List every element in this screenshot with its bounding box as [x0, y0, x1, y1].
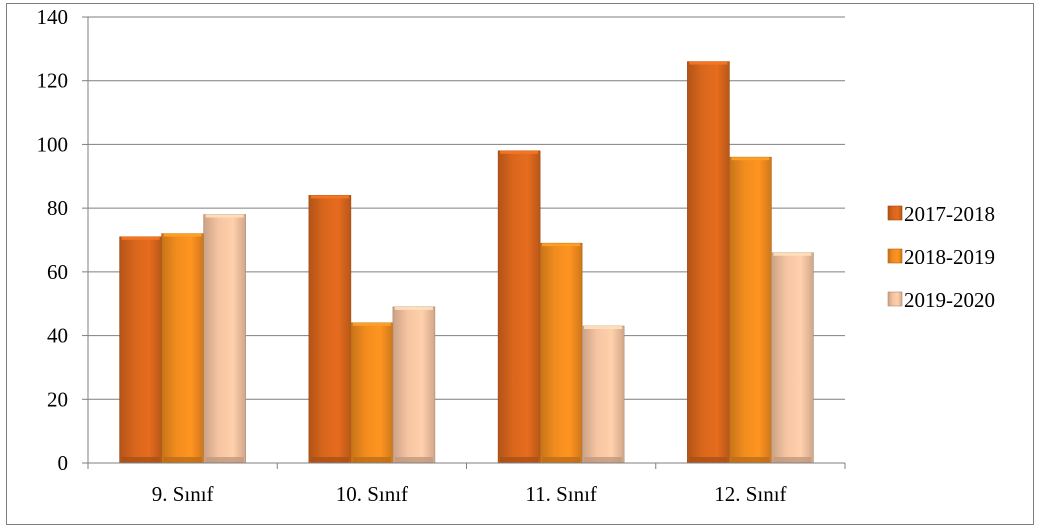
y-tick-label: 0 [58, 451, 69, 475]
bar [161, 233, 204, 464]
legend-label: 2018-2019 [904, 245, 995, 269]
bar [687, 61, 730, 464]
legend-swatch [887, 291, 903, 307]
x-tick-label: 11. Sınıf [525, 482, 597, 506]
bar [729, 156, 772, 464]
y-tick-label: 140 [37, 5, 69, 29]
y-tick-label: 40 [47, 324, 68, 348]
bar [350, 322, 394, 464]
y-tick-label: 120 [37, 69, 69, 93]
x-tick-label: 10. Sınıf [336, 482, 408, 506]
legend-swatch [887, 205, 903, 221]
bar [203, 214, 246, 464]
bar [581, 325, 625, 464]
legend-label: 2019-2020 [904, 288, 995, 312]
bar [497, 150, 541, 464]
bar [308, 195, 352, 464]
bar [119, 236, 162, 464]
legend: 2017-2018 2018-2019 2019-2020 [887, 202, 995, 312]
x-axis: 9. Sınıf 10. Sınıf 11. Sınıf 12. Sınıf [87, 462, 846, 506]
bars [119, 61, 814, 464]
y-tick-label: 20 [47, 387, 68, 411]
legend-swatch [887, 248, 903, 264]
y-axis: 0 20 40 60 80 100 120 140 [37, 5, 89, 475]
x-tick-label: 9. Sınıf [152, 482, 214, 506]
y-tick-label: 100 [37, 132, 69, 156]
bar [392, 306, 436, 464]
bar [771, 252, 814, 464]
y-tick-label: 60 [47, 260, 68, 284]
bar [539, 242, 583, 464]
x-tick-label: 12. Sınıf [714, 482, 786, 506]
legend-label: 2017-2018 [904, 202, 995, 226]
y-tick-label: 80 [47, 196, 68, 220]
